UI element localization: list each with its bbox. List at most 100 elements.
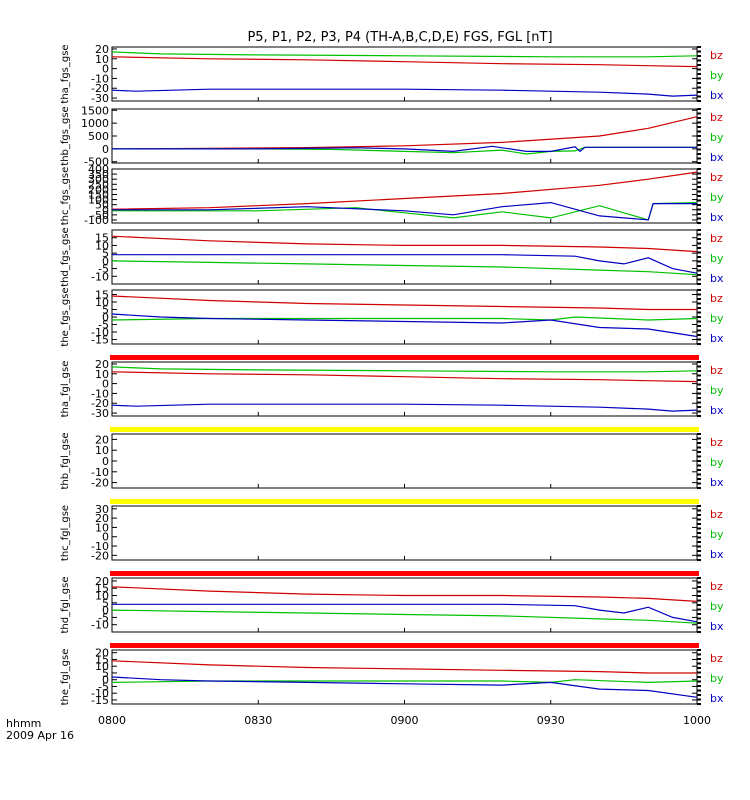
y-tick-label: 0 — [102, 604, 109, 617]
y-tick-label: -15 — [91, 334, 109, 347]
panel-status-bar — [110, 499, 699, 504]
y-tick-label: -10 — [91, 270, 109, 283]
y-tick-label: 20 — [95, 575, 109, 588]
legend-by: by — [710, 131, 724, 144]
panel-ylabel: thd_fgl_gse — [60, 577, 71, 634]
y-tick-label: 20 — [95, 358, 109, 371]
panel-ylabel: thb_fgl_gse — [60, 433, 71, 490]
series-line-bx — [111, 676, 698, 698]
y-tick-label: -15 — [91, 694, 109, 707]
legend-bx: bx — [710, 89, 724, 102]
y-tick-label: 5 — [102, 304, 109, 317]
legend-by: by — [710, 384, 724, 397]
series-line-bz — [111, 371, 698, 383]
date-label: 2009 Apr 16 — [6, 729, 74, 742]
series-line-bz — [111, 56, 698, 68]
y-tick-label: -10 — [91, 326, 109, 339]
panel-ylabel: tha_fgl_gse — [60, 361, 71, 418]
series-line-by — [111, 366, 698, 373]
legend-bz: bz — [710, 580, 723, 593]
x-axis: 0800 0830 0900 0930 1000 — [98, 714, 711, 727]
panel-status-bar — [110, 355, 699, 360]
y-tick-label: -100 — [84, 214, 109, 227]
y-tick-label: 500 — [88, 130, 109, 143]
series-line-by — [111, 51, 698, 58]
y-tick-label: 20 — [95, 43, 109, 56]
y-tick-label: 10 — [95, 521, 109, 534]
series-line-bz — [111, 660, 697, 674]
panel-frame — [111, 168, 698, 224]
plot-title: P5, P1, P2, P3, P4 (TH-A,B,C,D,E) FGS, F… — [247, 30, 552, 45]
y-tick-label: -20 — [91, 549, 109, 562]
series-line-bx — [112, 603, 698, 623]
legend-by: by — [710, 672, 724, 685]
y-tick-label: 10 — [95, 444, 109, 457]
y-tick-label: -30 — [91, 92, 109, 105]
legend-bz: bz — [710, 232, 723, 245]
legend-bz: bz — [710, 436, 723, 449]
y-tick-label: 15 — [95, 582, 109, 595]
series-line-bx — [112, 145, 697, 153]
y-tick-label: 10 — [95, 239, 109, 252]
legend-bz: bz — [710, 508, 723, 521]
y-tick-label: 5 — [102, 597, 109, 610]
x-tick-label: 0830 — [244, 714, 272, 727]
series-line-bx — [111, 313, 698, 338]
y-tick-label: 0 — [102, 255, 109, 268]
series-line-bz — [111, 586, 698, 602]
y-tick-label: 200 — [88, 183, 109, 196]
y-tick-label: 0 — [102, 674, 109, 687]
legend-by: by — [710, 528, 724, 541]
panel-status-bar — [110, 571, 699, 576]
y-tick-label: 400 — [88, 163, 109, 176]
series-line-bz — [111, 295, 697, 311]
y-tick-label: 20 — [95, 512, 109, 525]
legend-bz: bz — [710, 171, 723, 184]
panel-ylabel: the_fgs_gse — [60, 287, 71, 346]
panel-ylabel: thc_fgl_gse — [60, 505, 71, 561]
y-tick-label: 0 — [102, 204, 109, 217]
legend-bz: bz — [710, 652, 723, 665]
y-tick-label: 0 — [102, 63, 109, 76]
y-tick-label: -10 — [91, 540, 109, 553]
y-tick-label: 0 — [102, 311, 109, 324]
legend-bx: bx — [710, 332, 724, 345]
legend-bz: bz — [710, 111, 723, 124]
y-tick-label: 10 — [95, 368, 109, 381]
y-tick-label: 5 — [102, 247, 109, 260]
series-line-bx — [112, 254, 698, 274]
legend-bx: bx — [710, 620, 724, 633]
legend-bx: bx — [710, 692, 724, 705]
legend-by: by — [710, 191, 724, 204]
y-tick-label: -500 — [84, 156, 109, 169]
y-tick-label: 15 — [95, 653, 109, 666]
series-line-bz — [111, 235, 698, 253]
series-line-bz — [111, 116, 698, 150]
series-line-bx — [111, 88, 698, 97]
legend-bx: bx — [710, 211, 724, 224]
panel-ylabel: thb_fgs_gse — [60, 106, 71, 165]
y-tick-label: -10 — [91, 466, 109, 479]
y-tick-label: -5 — [98, 319, 109, 332]
y-tick-label: 0 — [102, 455, 109, 468]
y-tick-label: -50 — [91, 209, 109, 222]
y-tick-label: -10 — [91, 687, 109, 700]
time-label: hhmm — [6, 717, 41, 730]
legend-bx: bx — [710, 404, 724, 417]
legend-bz: bz — [710, 49, 723, 62]
legend-by: by — [710, 600, 724, 613]
y-tick-label: -5 — [98, 680, 109, 693]
panel-ylabel: thd_fgs_gse — [60, 227, 71, 286]
legend-bz: bz — [710, 292, 723, 305]
y-tick-label: 150 — [88, 188, 109, 201]
series-line-by — [111, 260, 698, 276]
